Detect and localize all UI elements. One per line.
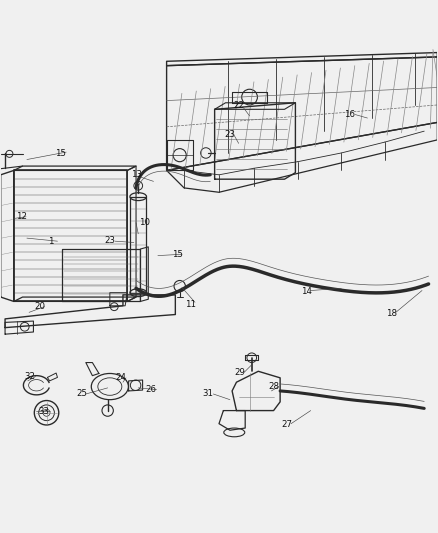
Text: 31: 31 bbox=[203, 390, 214, 399]
Text: 12: 12 bbox=[16, 212, 27, 221]
Text: 29: 29 bbox=[234, 368, 245, 377]
Text: 27: 27 bbox=[281, 420, 292, 429]
Text: 24: 24 bbox=[115, 373, 126, 382]
Text: 15: 15 bbox=[56, 149, 67, 158]
Text: 10: 10 bbox=[139, 219, 150, 228]
Text: 23: 23 bbox=[224, 130, 235, 139]
Text: 20: 20 bbox=[35, 302, 46, 311]
Text: 18: 18 bbox=[386, 309, 397, 318]
Text: 32: 32 bbox=[25, 372, 36, 381]
Text: 33: 33 bbox=[39, 407, 50, 416]
Text: 13: 13 bbox=[131, 171, 141, 179]
Text: 26: 26 bbox=[146, 385, 157, 394]
Text: 25: 25 bbox=[76, 390, 87, 399]
Text: 15: 15 bbox=[172, 250, 183, 259]
Text: 1: 1 bbox=[48, 237, 53, 246]
Text: 28: 28 bbox=[268, 382, 279, 391]
Text: 16: 16 bbox=[344, 110, 356, 119]
Text: 23: 23 bbox=[104, 236, 115, 245]
Text: 22: 22 bbox=[233, 101, 244, 110]
Text: 11: 11 bbox=[185, 301, 196, 310]
Text: 14: 14 bbox=[301, 287, 312, 296]
